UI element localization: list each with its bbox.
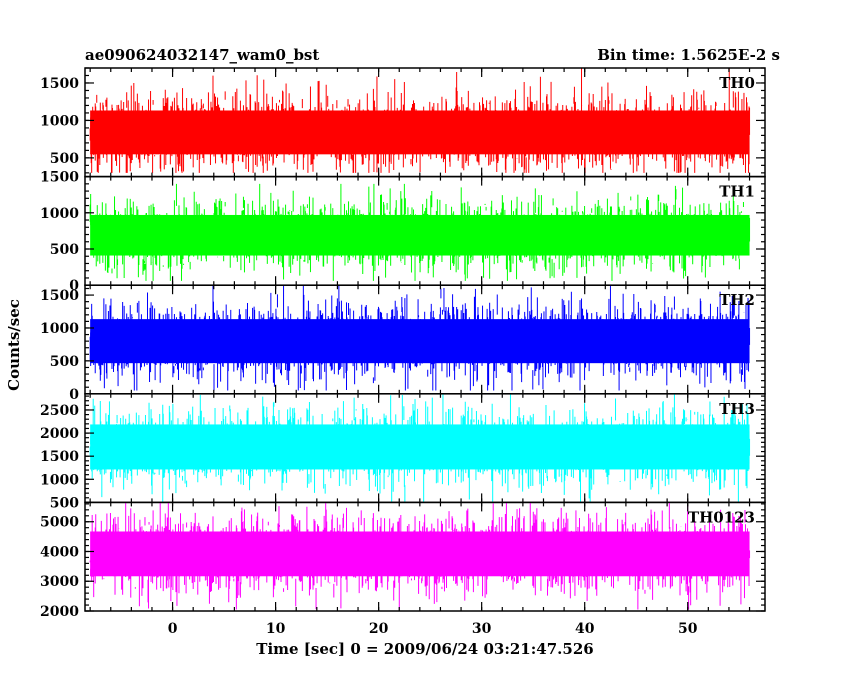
y-tick-label: 1500 — [40, 288, 79, 304]
x-tick-label: 30 — [472, 621, 492, 637]
panel-th3: 500 1000 1500 2000 2500 TH3 — [40, 393, 766, 511]
panel-th0123: 2000 3000 4000 5000 TH0123 — [40, 501, 766, 620]
y-tick-label: 5000 — [40, 515, 79, 531]
panel-th1: 0 500 1000 1500 TH1 — [40, 170, 766, 294]
panel-label: TH3 — [719, 400, 755, 418]
y-tick-label: 1000 — [40, 472, 79, 488]
panel-frame — [84, 501, 766, 612]
x-tick-label: 50 — [678, 621, 698, 637]
y-tick-label: 2000 — [40, 604, 79, 620]
series-core-th2 — [90, 319, 750, 364]
panel-label: TH1 — [719, 183, 755, 201]
y-tick-label: 1500 — [40, 449, 79, 465]
x-tick-label: 20 — [369, 621, 389, 637]
x-tick-label: 10 — [266, 621, 286, 637]
y-tick-label: 500 — [50, 242, 79, 258]
x-tick-label: 40 — [575, 621, 595, 637]
y-tick-label: 1500 — [40, 170, 79, 186]
y-axis-label: Counts/sec — [5, 299, 23, 391]
x-tick-label: 0 — [168, 621, 178, 637]
panel-th0: 500 1000 1500 TH0 — [40, 67, 766, 178]
y-tick-label: 1000 — [40, 321, 79, 337]
series-core-th0123 — [90, 531, 750, 577]
y-tick-label: 0 — [69, 278, 79, 294]
bin-time-label: Bin time: 1.5625E-2 s — [597, 46, 780, 64]
x-axis-label: Time [sec] 0 = 2009/06/24 03:21:47.526 — [256, 640, 593, 658]
series-core-th3 — [90, 424, 750, 470]
y-tick-label: 500 — [50, 495, 79, 511]
series-core-th0 — [90, 110, 750, 155]
panel-label: TH0123 — [688, 508, 755, 526]
y-tick-label: 1500 — [40, 76, 79, 92]
y-tick-label: 3000 — [40, 574, 79, 590]
series-core-th1 — [90, 214, 750, 256]
panel-th2: 0 500 1000 1500 TH2 — [40, 284, 766, 403]
y-tick-label: 1000 — [40, 206, 79, 222]
panels-group: 500 1000 1500 TH0 0 500 1000 1500 TH1 0 500 1000 150… — [40, 67, 766, 620]
y-tick-label: 500 — [50, 354, 79, 370]
panel-label: TH0 — [719, 74, 755, 92]
x-axis: 0 10 20 30 40 50 — [168, 621, 698, 637]
y-tick-label: 0 — [69, 387, 79, 403]
y-tick-label: 500 — [50, 151, 79, 167]
panel-label: TH2 — [719, 291, 755, 309]
chart-title: ae090624032147_wam0_bst — [85, 46, 319, 64]
y-tick-label: 2000 — [40, 426, 79, 442]
y-tick-label: 1000 — [40, 113, 79, 129]
y-tick-label: 4000 — [40, 544, 79, 560]
y-tick-label: 2500 — [40, 403, 79, 419]
